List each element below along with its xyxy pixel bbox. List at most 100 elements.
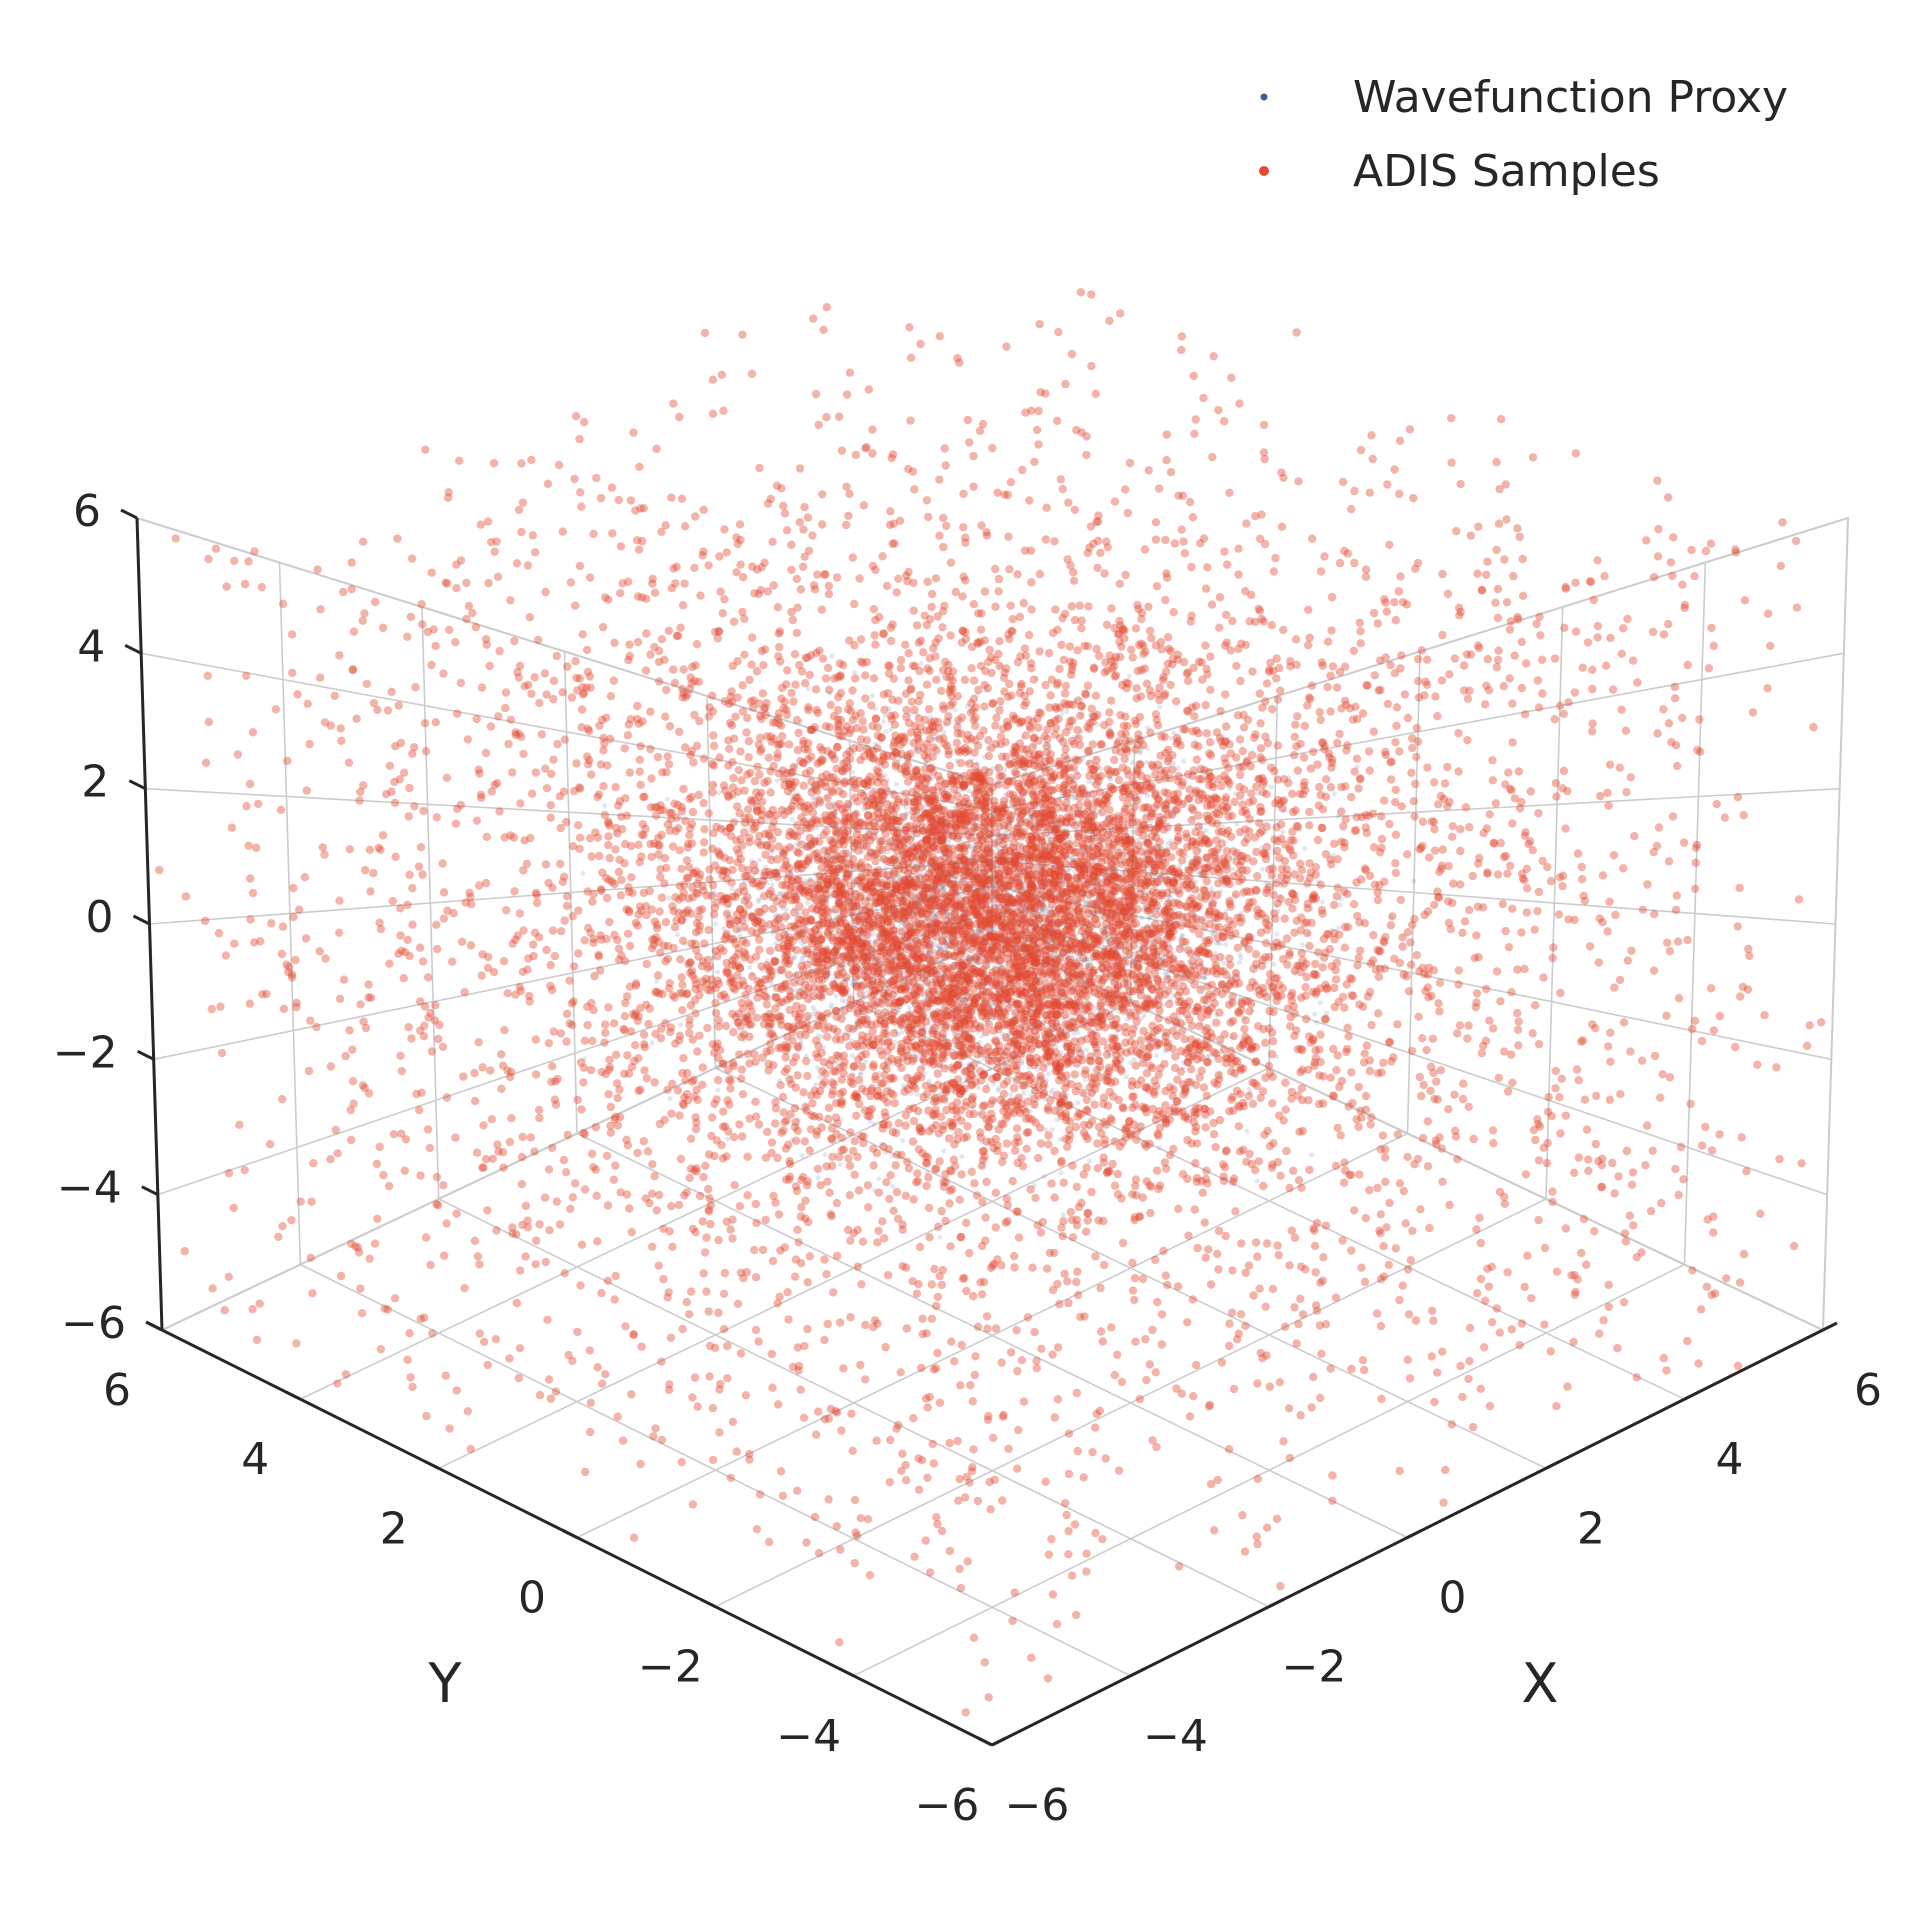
point-adis-samples <box>1403 1265 1413 1274</box>
point-adis-samples <box>652 444 661 453</box>
point-adis-samples <box>1053 1395 1063 1404</box>
point-adis-samples <box>1534 1156 1544 1165</box>
point-adis-samples <box>1268 1284 1278 1294</box>
point-adis-samples <box>1339 1178 1349 1187</box>
point-wavefunction-proxy <box>1154 875 1160 881</box>
point-wavefunction-proxy <box>1018 869 1024 875</box>
point-wavefunction-proxy <box>946 911 952 917</box>
point-adis-samples <box>957 1340 966 1350</box>
point-wavefunction-proxy <box>907 711 913 717</box>
point-adis-samples <box>664 626 674 635</box>
point-adis-samples <box>1481 700 1490 709</box>
point-adis-samples <box>1030 1327 1039 1337</box>
point-adis-samples <box>1791 536 1801 546</box>
grid-wall-z-left <box>153 885 993 1061</box>
series-wavefunction-proxy <box>580 653 1417 1240</box>
point-adis-samples <box>1206 685 1215 694</box>
point-wavefunction-proxy <box>664 796 670 802</box>
point-wavefunction-proxy <box>1040 907 1046 913</box>
point-adis-samples <box>708 375 718 384</box>
point-adis-samples <box>725 744 734 754</box>
point-adis-samples <box>1076 711 1085 720</box>
point-adis-samples <box>427 1047 437 1056</box>
point-adis-samples <box>998 1496 1007 1505</box>
point-adis-samples <box>1533 676 1543 685</box>
point-wavefunction-proxy <box>1129 759 1135 765</box>
point-adis-samples <box>475 1260 484 1269</box>
point-wavefunction-proxy <box>1153 1053 1159 1059</box>
point-adis-samples <box>1514 615 1523 624</box>
point-adis-samples <box>823 1319 832 1329</box>
point-adis-samples <box>723 1374 732 1383</box>
point-wavefunction-proxy <box>1076 962 1082 968</box>
point-adis-samples <box>442 1093 452 1102</box>
point-adis-samples <box>1073 725 1082 735</box>
point-adis-samples <box>502 906 511 915</box>
point-wavefunction-proxy <box>923 916 929 921</box>
point-adis-samples <box>217 1048 227 1058</box>
point-adis-samples <box>229 1203 238 1213</box>
point-wavefunction-proxy <box>950 975 956 981</box>
point-wavefunction-proxy <box>1000 814 1006 820</box>
point-adis-samples <box>1293 712 1302 721</box>
point-adis-samples <box>982 528 991 537</box>
point-adis-samples <box>616 589 625 598</box>
point-adis-samples <box>1395 1466 1404 1476</box>
point-adis-samples <box>968 1397 977 1406</box>
point-adis-samples <box>1441 1465 1450 1475</box>
point-wavefunction-proxy <box>1299 942 1305 948</box>
point-wavefunction-proxy <box>900 919 906 925</box>
point-adis-samples <box>575 561 585 571</box>
point-adis-samples <box>846 1313 855 1322</box>
point-adis-samples <box>1350 826 1360 835</box>
point-adis-samples <box>1475 1213 1484 1223</box>
point-adis-samples <box>1686 1099 1695 1109</box>
point-adis-samples <box>287 1216 296 1225</box>
grid-wall-z-left <box>149 860 993 925</box>
point-adis-samples <box>1130 1274 1140 1283</box>
point-adis-samples <box>1015 612 1025 622</box>
point-adis-samples <box>1161 535 1170 545</box>
point-wavefunction-proxy <box>1202 975 1208 980</box>
point-wavefunction-proxy <box>1234 821 1240 827</box>
point-adis-samples <box>1144 466 1153 475</box>
point-adis-samples <box>460 988 469 997</box>
point-wavefunction-proxy <box>833 892 838 898</box>
point-adis-samples <box>545 1226 554 1235</box>
point-adis-samples <box>1006 601 1015 610</box>
point-adis-samples <box>180 1247 189 1256</box>
point-adis-samples <box>326 1155 335 1164</box>
grid-wall-z-right <box>991 860 1836 925</box>
point-adis-samples <box>155 865 164 875</box>
point-wavefunction-proxy <box>898 907 904 913</box>
point-adis-samples <box>1119 721 1129 731</box>
point-adis-samples <box>1394 587 1404 596</box>
point-wavefunction-proxy <box>942 852 948 858</box>
point-adis-samples <box>914 1454 923 1463</box>
point-adis-samples <box>796 1259 806 1268</box>
point-adis-samples <box>1443 589 1453 599</box>
point-adis-samples <box>477 683 487 692</box>
point-adis-samples <box>801 679 810 688</box>
point-adis-samples <box>1534 1040 1544 1049</box>
point-adis-samples <box>755 1490 765 1499</box>
point-wavefunction-proxy <box>682 915 688 921</box>
point-adis-samples <box>1559 766 1569 776</box>
point-adis-samples <box>795 464 805 473</box>
point-adis-samples <box>1051 605 1060 614</box>
point-adis-samples <box>487 1115 497 1124</box>
point-adis-samples <box>1522 659 1531 668</box>
point-adis-samples <box>850 1558 859 1568</box>
point-adis-samples <box>580 1130 589 1139</box>
point-wavefunction-proxy <box>1124 1074 1130 1080</box>
point-adis-samples <box>579 1063 589 1073</box>
point-adis-samples <box>1453 1155 1462 1164</box>
point-adis-samples <box>953 1436 962 1446</box>
point-adis-samples <box>1485 810 1495 819</box>
point-adis-samples <box>1053 416 1062 425</box>
point-adis-samples <box>826 700 835 710</box>
point-wavefunction-proxy <box>991 963 997 969</box>
point-wavefunction-proxy <box>832 1059 837 1065</box>
point-adis-samples <box>611 845 620 854</box>
point-wavefunction-proxy <box>892 966 898 972</box>
